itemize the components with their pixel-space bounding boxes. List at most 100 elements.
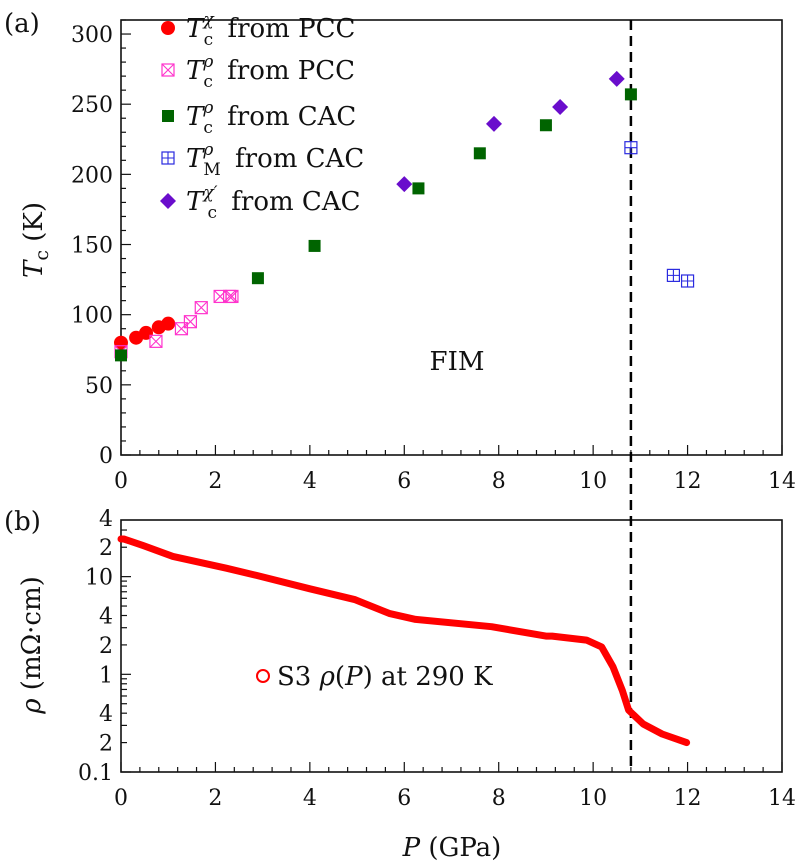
data-point-series-4 bbox=[608, 70, 625, 87]
data-point-series-1 bbox=[213, 289, 227, 304]
panel-b-y-tick-label: 4 bbox=[99, 702, 113, 727]
panel-b-y-tick-label: 10 bbox=[85, 566, 113, 591]
marker-box bbox=[161, 63, 175, 77]
panel-a-x-tick-label: 2 bbox=[208, 469, 222, 494]
data-point-series-1 bbox=[183, 315, 198, 329]
marker-plus bbox=[681, 275, 694, 287]
data-point-series-2 bbox=[412, 182, 425, 195]
panel-a-x-tick-label: 8 bbox=[492, 469, 506, 494]
panel-a-y-tick-label: 300 bbox=[71, 23, 113, 48]
panel-a-x-tick-label: 12 bbox=[674, 469, 702, 494]
marker-cross bbox=[213, 290, 227, 303]
panel-a-x-tick-label: 14 bbox=[768, 469, 796, 494]
legend-text: from PCC bbox=[219, 14, 355, 44]
legend-subscript: c bbox=[208, 203, 218, 223]
data-point-series-1 bbox=[225, 289, 239, 304]
legend-symbol: T bbox=[186, 14, 205, 44]
ylabel-unit: (K) bbox=[19, 202, 49, 250]
data-point-series-3 bbox=[666, 268, 681, 282]
panel-a-y-tick-label: 100 bbox=[71, 304, 113, 329]
marker-box bbox=[183, 315, 198, 329]
legend-entry-0: Tχ c from PCC bbox=[186, 10, 355, 50]
panel-b-y-tick-label: 1 bbox=[99, 663, 113, 688]
x-axis-label: P (GPa) bbox=[402, 833, 502, 863]
legend-entry-1: Tρ c from PCC bbox=[186, 52, 355, 92]
panel-a-x-tick-label: 0 bbox=[114, 469, 128, 494]
panel-a-y-tick-label: 50 bbox=[85, 374, 113, 399]
data-point-series-3 bbox=[624, 141, 638, 155]
legend-text: from CAC bbox=[223, 187, 360, 217]
panel-b-frame bbox=[120, 519, 783, 773]
marker-box bbox=[194, 301, 208, 315]
legend-subscript: c bbox=[204, 30, 214, 50]
legend-subscript: M bbox=[203, 160, 220, 180]
panel-a-y-tick-label: 150 bbox=[71, 234, 113, 259]
legend-entry-4: Tχ′ c from CAC bbox=[186, 183, 361, 223]
marker-cross bbox=[225, 290, 239, 303]
legend-superscript: ρ bbox=[202, 98, 213, 118]
marker-cross bbox=[161, 63, 175, 77]
legend-symbol: T bbox=[186, 187, 205, 217]
legend-paren: ) bbox=[363, 662, 373, 692]
legend-marker-open-circle bbox=[256, 669, 270, 683]
resistivity-legend-entry: S3 ρ(P) at 290 K bbox=[277, 662, 493, 692]
legend-marker-2 bbox=[162, 110, 174, 122]
legend-entry-3: Tρ M from CAC bbox=[186, 140, 364, 180]
panel-a-x-tick-label: 6 bbox=[397, 469, 411, 494]
marker-cross bbox=[149, 334, 163, 348]
legend-prefix: S3 bbox=[277, 662, 320, 692]
data-point-series-4 bbox=[396, 176, 413, 193]
panel-a-frame bbox=[120, 19, 783, 456]
panel-b-y-tick-label: 4 bbox=[99, 605, 113, 630]
marker-cross bbox=[184, 315, 197, 329]
panel-b-y-tick-label: 2 bbox=[99, 634, 113, 659]
panel-a-x-tick-label: 4 bbox=[303, 469, 317, 494]
legend-symbol: T bbox=[186, 144, 205, 174]
legend-symbol: ρ bbox=[319, 662, 336, 692]
panel-a-label: (a) bbox=[4, 9, 40, 39]
data-point-series-4 bbox=[552, 99, 569, 115]
legend-entry-2: Tρ c from CAC bbox=[186, 98, 356, 138]
legend-marker-3 bbox=[161, 151, 175, 165]
ylabel-unit: (mΩ·cm) bbox=[17, 576, 47, 698]
panel-b-x-tick-label: 14 bbox=[768, 786, 796, 811]
data-point-series-2 bbox=[115, 349, 127, 362]
marker-box bbox=[174, 322, 189, 336]
legend-arg: P bbox=[344, 662, 363, 692]
panel-b-y-tick-label: 2 bbox=[99, 536, 113, 561]
data-point-series-4 bbox=[485, 115, 502, 132]
panel-b-x-tick-label: 10 bbox=[579, 786, 607, 811]
data-point-series-2 bbox=[251, 272, 264, 285]
legend-superscript: ρ bbox=[202, 140, 213, 160]
legend-symbol: T bbox=[186, 102, 205, 132]
panel-b-x-tick-label: 12 bbox=[674, 786, 702, 811]
panel-a-y-tick-label: 250 bbox=[71, 93, 113, 118]
panel-b-x-tick-label: 8 bbox=[492, 786, 506, 811]
ylabel-symbol: T bbox=[19, 259, 49, 278]
fim-region-label: FIM bbox=[430, 347, 485, 377]
legend-superscript: χ′ bbox=[202, 183, 217, 203]
legend-text: from CAC bbox=[219, 102, 356, 132]
panel-a-y-axis-label: Tc (K) bbox=[19, 202, 53, 278]
ylabel-symbol: ρ bbox=[17, 698, 47, 715]
panel-b-y-tick-label: 2 bbox=[99, 732, 113, 757]
data-point-series-3 bbox=[680, 274, 695, 288]
legend-subscript: c bbox=[203, 72, 213, 92]
legend-marker-1 bbox=[161, 63, 175, 77]
data-point-series-2 bbox=[539, 119, 552, 132]
marker-plus bbox=[624, 141, 637, 154]
panel-a-y-tick-label: 0 bbox=[99, 444, 113, 469]
data-point-series-1 bbox=[149, 334, 163, 348]
xlabel-unit: (GPa) bbox=[420, 833, 501, 863]
data-point-series-2 bbox=[624, 88, 637, 101]
legend-text: from PCC bbox=[219, 56, 355, 86]
marker-cross bbox=[175, 322, 188, 336]
marker-plus bbox=[667, 269, 680, 282]
panel-b-y-tick-label: 4 bbox=[99, 507, 113, 532]
panel-b-y-tick-label: 0.1 bbox=[78, 761, 113, 786]
legend-text: at 290 K bbox=[373, 662, 493, 692]
panel-b-x-tick-label: 6 bbox=[397, 786, 411, 811]
data-point-series-0 bbox=[139, 325, 154, 340]
ylabel-subscript: c bbox=[31, 250, 53, 261]
legend-marker-4 bbox=[160, 193, 176, 209]
